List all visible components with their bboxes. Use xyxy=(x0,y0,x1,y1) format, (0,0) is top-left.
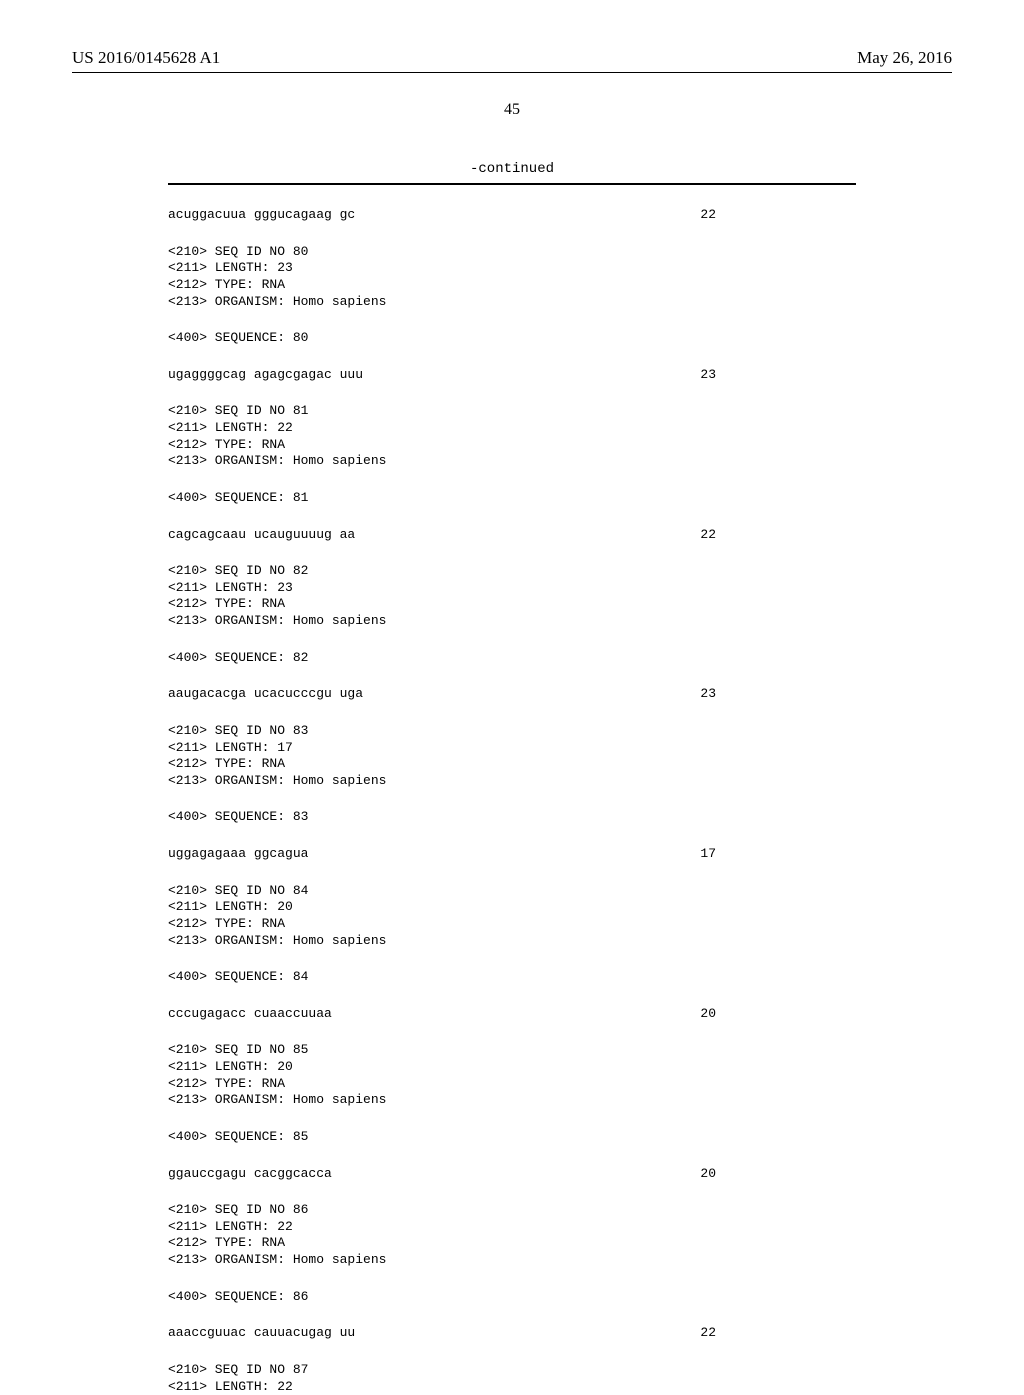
metadata-line: <213> ORGANISM: Homo sapiens xyxy=(168,613,856,630)
sequence-metadata: <210> SEQ ID NO 85<211> LENGTH: 20<212> … xyxy=(168,1042,856,1109)
sequence-text: cagcagcaau ucauguuuug aa xyxy=(168,527,355,544)
metadata-line: <212> TYPE: RNA xyxy=(168,277,856,294)
sequence-length: 17 xyxy=(700,846,856,863)
metadata-line: <210> SEQ ID NO 81 xyxy=(168,403,856,420)
sequence-listing: acuggacuua gggucagaag gc 22 <210> SEQ ID N… xyxy=(168,185,856,1395)
sequence-row: cagcagcaau ucauguuuug aa 22 xyxy=(168,527,856,544)
sequence-row: ggauccgagu cacggcacca 20 xyxy=(168,1166,856,1183)
sequence-header: <400> SEQUENCE: 86 xyxy=(168,1289,856,1306)
sequence-metadata: <210> SEQ ID NO 82<211> LENGTH: 23<212> … xyxy=(168,563,856,630)
sequence-text: uggagagaaa ggcagua xyxy=(168,846,308,863)
metadata-line: <213> ORGANISM: Homo sapiens xyxy=(168,453,856,470)
sequence-metadata: <210> SEQ ID NO 87<211> LENGTH: 22 xyxy=(168,1362,856,1395)
metadata-line: <211> LENGTH: 22 xyxy=(168,1219,856,1236)
metadata-line: <212> TYPE: RNA xyxy=(168,1235,856,1252)
sequence-header: <400> SEQUENCE: 81 xyxy=(168,490,856,507)
sequence-length: 22 xyxy=(700,207,856,224)
sequence-row: acuggacuua gggucagaag gc 22 xyxy=(168,207,856,224)
metadata-line: <212> TYPE: RNA xyxy=(168,437,856,454)
metadata-line: <210> SEQ ID NO 84 xyxy=(168,883,856,900)
sequence-length: 23 xyxy=(700,686,856,703)
sequence-text: aaaccguuac cauuacugag uu xyxy=(168,1325,355,1342)
publication-date: May 26, 2016 xyxy=(857,48,952,68)
sequence-length: 22 xyxy=(700,1325,856,1342)
metadata-line: <210> SEQ ID NO 83 xyxy=(168,723,856,740)
metadata-line: <212> TYPE: RNA xyxy=(168,756,856,773)
sequence-length: 20 xyxy=(700,1166,856,1183)
header-divider xyxy=(72,72,952,73)
metadata-line: <210> SEQ ID NO 85 xyxy=(168,1042,856,1059)
metadata-line: <211> LENGTH: 23 xyxy=(168,260,856,277)
metadata-line: <212> TYPE: RNA xyxy=(168,916,856,933)
sequence-header: <400> SEQUENCE: 80 xyxy=(168,330,856,347)
sequence-metadata: <210> SEQ ID NO 80<211> LENGTH: 23<212> … xyxy=(168,244,856,311)
sequence-header: <400> SEQUENCE: 85 xyxy=(168,1129,856,1146)
metadata-line: <213> ORGANISM: Homo sapiens xyxy=(168,773,856,790)
sequence-metadata: <210> SEQ ID NO 81<211> LENGTH: 22<212> … xyxy=(168,403,856,470)
metadata-line: <211> LENGTH: 23 xyxy=(168,580,856,597)
sequence-row: aaaccguuac cauuacugag uu 22 xyxy=(168,1325,856,1342)
sequence-row: ugaggggcag agagcgagac uuu 23 xyxy=(168,367,856,384)
sequence-row: cccugagacc cuaaccuuaa 20 xyxy=(168,1006,856,1023)
sequence-text: ugaggggcag agagcgagac uuu xyxy=(168,367,363,384)
sequence-length: 22 xyxy=(700,527,856,544)
metadata-line: <213> ORGANISM: Homo sapiens xyxy=(168,294,856,311)
sequence-length: 23 xyxy=(700,367,856,384)
metadata-line: <212> TYPE: RNA xyxy=(168,596,856,613)
metadata-line: <212> TYPE: RNA xyxy=(168,1076,856,1093)
sequence-header: <400> SEQUENCE: 84 xyxy=(168,969,856,986)
sequence-header: <400> SEQUENCE: 83 xyxy=(168,809,856,826)
metadata-line: <211> LENGTH: 22 xyxy=(168,420,856,437)
page-number: 45 xyxy=(0,101,1024,119)
page-header: US 2016/0145628 A1 May 26, 2016 xyxy=(0,0,1024,72)
metadata-line: <213> ORGANISM: Homo sapiens xyxy=(168,933,856,950)
sequence-row: uggagagaaa ggcagua 17 xyxy=(168,846,856,863)
sequence-text: acuggacuua gggucagaag gc xyxy=(168,207,355,224)
metadata-line: <210> SEQ ID NO 86 xyxy=(168,1202,856,1219)
sequence-text: ggauccgagu cacggcacca xyxy=(168,1166,332,1183)
sequence-header: <400> SEQUENCE: 82 xyxy=(168,650,856,667)
sequence-text: cccugagacc cuaaccuuaa xyxy=(168,1006,332,1023)
sequence-metadata: <210> SEQ ID NO 84<211> LENGTH: 20<212> … xyxy=(168,883,856,950)
metadata-line: <211> LENGTH: 20 xyxy=(168,1059,856,1076)
metadata-line: <211> LENGTH: 22 xyxy=(168,1379,856,1395)
metadata-line: <210> SEQ ID NO 82 xyxy=(168,563,856,580)
continued-label: -continued xyxy=(0,161,1024,177)
sequence-length: 20 xyxy=(700,1006,856,1023)
sequence-metadata: <210> SEQ ID NO 86<211> LENGTH: 22<212> … xyxy=(168,1202,856,1269)
metadata-line: <210> SEQ ID NO 80 xyxy=(168,244,856,261)
publication-number: US 2016/0145628 A1 xyxy=(72,48,220,68)
metadata-line: <211> LENGTH: 20 xyxy=(168,899,856,916)
metadata-line: <213> ORGANISM: Homo sapiens xyxy=(168,1252,856,1269)
sequence-row: aaugacacga ucacucccgu uga 23 xyxy=(168,686,856,703)
sequence-text: aaugacacga ucacucccgu uga xyxy=(168,686,363,703)
metadata-line: <213> ORGANISM: Homo sapiens xyxy=(168,1092,856,1109)
metadata-line: <211> LENGTH: 17 xyxy=(168,740,856,757)
metadata-line: <210> SEQ ID NO 87 xyxy=(168,1362,856,1379)
sequence-metadata: <210> SEQ ID NO 83<211> LENGTH: 17<212> … xyxy=(168,723,856,790)
